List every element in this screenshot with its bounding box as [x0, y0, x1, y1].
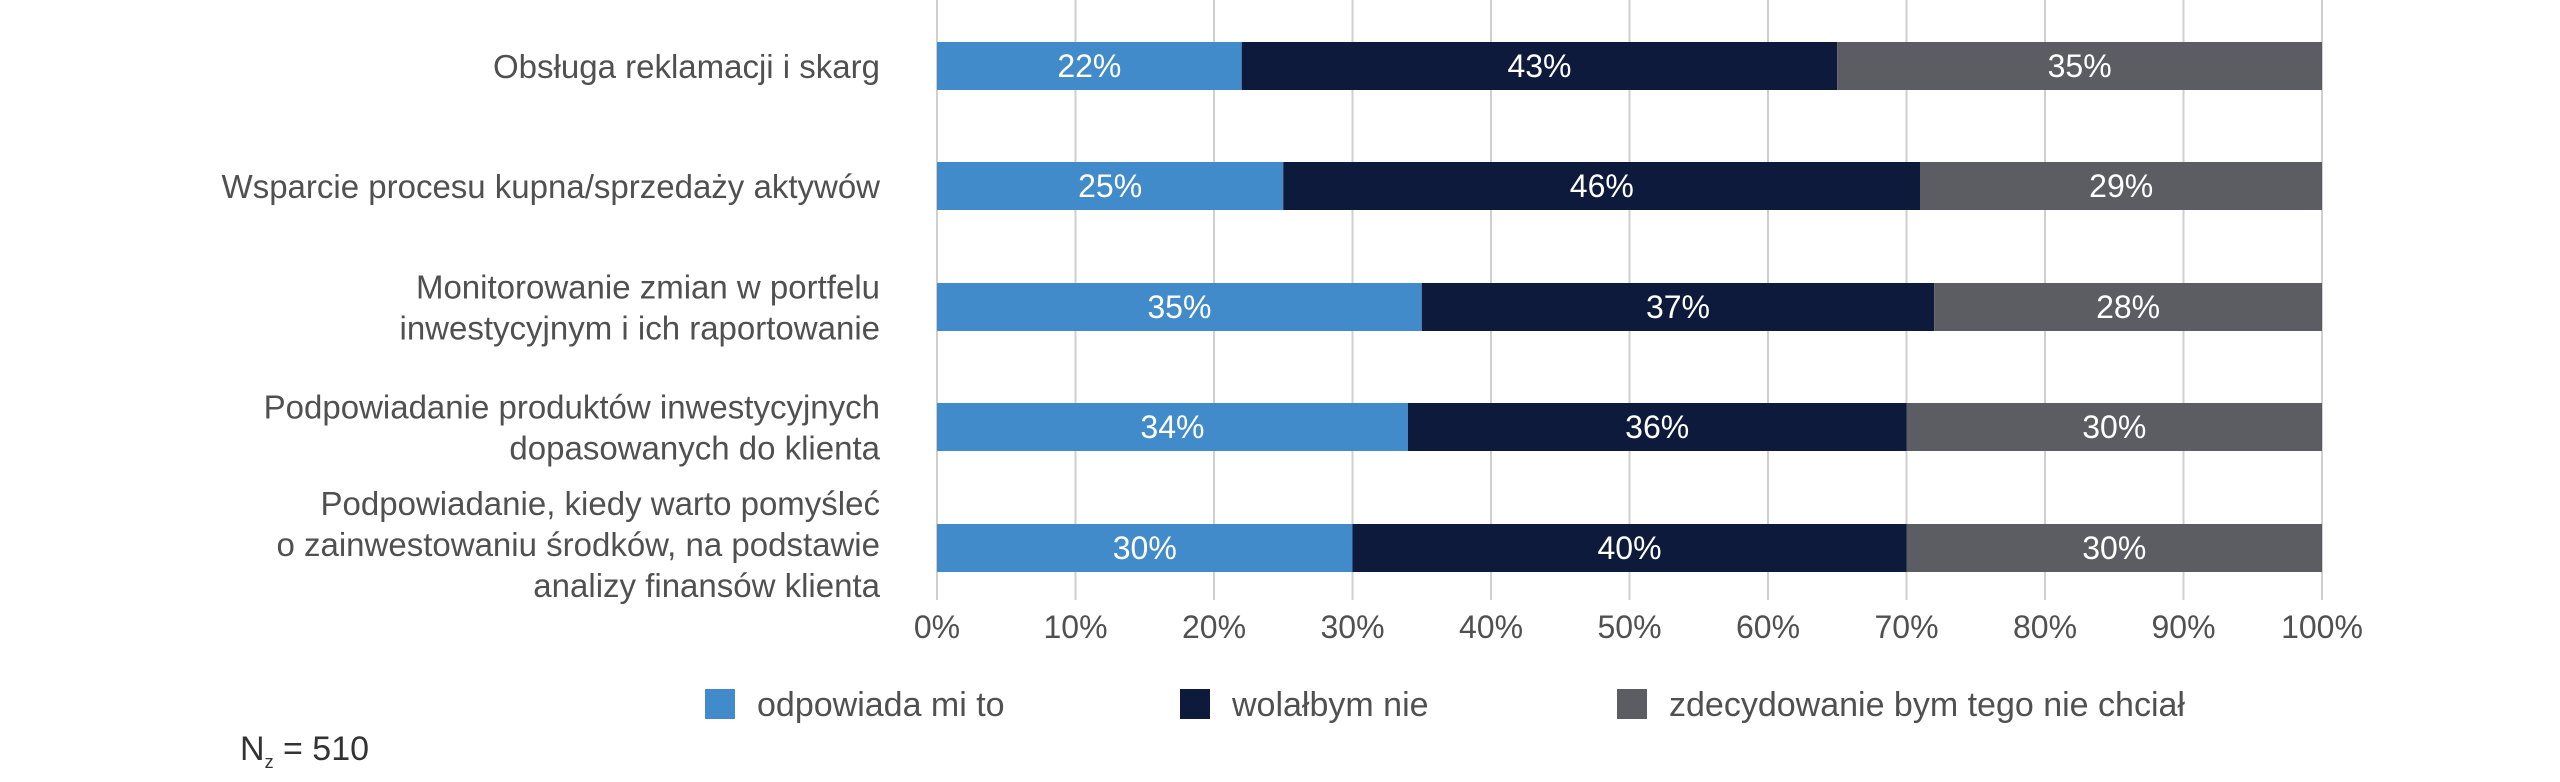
sample-size-subscript: z [264, 752, 274, 772]
bar-value-label: 35% [1147, 289, 1211, 325]
legend-swatch [705, 689, 735, 719]
bar-value-label: 29% [2089, 168, 2153, 204]
bar-segment [1934, 283, 2322, 331]
category-label: Podpowiadanie produktów inwestycyjnych do… [264, 389, 881, 467]
bar-value-label: 40% [1597, 530, 1661, 566]
x-tick-label: 30% [1320, 609, 1384, 645]
x-tick-label: 70% [1874, 609, 1938, 645]
x-tick-label: 50% [1597, 609, 1661, 645]
bar-segment [937, 42, 1242, 90]
legend-label: odpowiada mi to [757, 686, 1005, 724]
x-tick-label: 90% [2151, 609, 2215, 645]
sample-size-value: = 510 [273, 730, 370, 768]
bars [937, 42, 2322, 572]
bar-segment [1906, 403, 2322, 451]
bar-value-label: 25% [1078, 168, 1142, 204]
bar-segment [1352, 524, 1907, 572]
legend-swatch [1617, 689, 1647, 719]
x-axis-ticks: 0% 10% 20% 30% 40% 50% 60% 70% 80% 90% 100% [914, 609, 2363, 645]
legend-swatch [1180, 689, 1210, 719]
bar-value-label: 30% [2082, 530, 2146, 566]
bar-value-label: 46% [1570, 168, 1634, 204]
bar-segment [937, 403, 1408, 451]
category-label: Obsługa reklamacji i skarg [493, 48, 880, 85]
bar-value-label: 28% [2096, 289, 2160, 325]
bar-segment [1837, 42, 2322, 90]
bar-segment [1906, 524, 2322, 572]
x-tick-label: 80% [2013, 609, 2077, 645]
category-labels: Obsługa reklamacji i skarg Wsparcie proce… [222, 48, 881, 604]
bar-value-label: 30% [1113, 530, 1177, 566]
category-label: Wsparcie procesu kupna/sprzedaży aktywów [222, 168, 881, 205]
sample-size-prefix: N [240, 730, 265, 768]
x-tick-label: 40% [1459, 609, 1523, 645]
bar-value-labels: 22% 43% 35% 25% 46% 29% 35% 37% 28% 34% 36% 30% 30% 4… [1057, 48, 2160, 566]
x-tick-label: 20% [1182, 609, 1246, 645]
x-tick-label: 60% [1736, 609, 1800, 645]
legend: odpowiada mi to wolałbym nie zdecydowanie … [705, 686, 2185, 724]
bar-segment [937, 162, 1284, 210]
bar-segment [1407, 403, 1907, 451]
bar-segment [1421, 283, 1935, 331]
bar-segment [1241, 42, 1838, 90]
x-tick-label: 0% [914, 609, 960, 645]
bar-segment [1283, 162, 1921, 210]
legend-label: wolałbym nie [1231, 686, 1429, 724]
bar-value-label: 34% [1140, 409, 1204, 445]
bar-value-label: 30% [2082, 409, 2146, 445]
bar-segment [937, 283, 1422, 331]
bar-segment [937, 524, 1353, 572]
bar-value-label: 37% [1646, 289, 1710, 325]
bar-value-label: 35% [2048, 48, 2112, 84]
category-label: Podpowiadanie, kiedy warto pomyśleć o zai… [276, 485, 880, 604]
bar-segment [1920, 162, 2322, 210]
sample-size-note: Nz = 510 [240, 730, 369, 773]
x-tick-label: 10% [1043, 609, 1107, 645]
bar-value-label: 36% [1625, 409, 1689, 445]
bar-value-label: 22% [1057, 48, 1121, 84]
bar-value-label: 43% [1507, 48, 1571, 84]
category-label: Monitorowanie zmian w portfelu inwestycyj… [399, 269, 880, 347]
x-tick-label: 100% [2281, 609, 2363, 645]
legend-label: zdecydowanie bym tego nie chciał [1669, 686, 2185, 724]
